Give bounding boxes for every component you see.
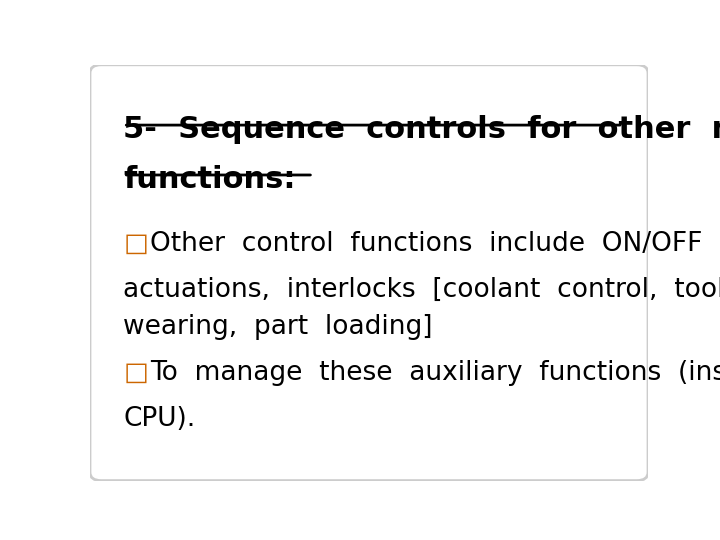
Text: □: □ bbox=[124, 231, 148, 257]
Text: Other  control  functions  include  ON/OFF  (binary): Other control functions include ON/OFF (… bbox=[150, 231, 720, 257]
Text: actuations,  interlocks  [coolant  control,  tool  changer,: actuations, interlocks [coolant control,… bbox=[124, 277, 720, 303]
Text: CPU).: CPU). bbox=[124, 406, 196, 432]
FancyBboxPatch shape bbox=[90, 65, 648, 481]
Text: wearing,  part  loading]: wearing, part loading] bbox=[124, 314, 433, 340]
Text: functions:: functions: bbox=[124, 165, 296, 194]
Text: To  manage  these  auxiliary  functions  (instead  of  the: To manage these auxiliary functions (ins… bbox=[150, 360, 720, 386]
Text: □: □ bbox=[124, 360, 148, 386]
Text: 5-  Sequence  controls  for  other  machine  tool: 5- Sequence controls for other machine t… bbox=[124, 114, 720, 144]
